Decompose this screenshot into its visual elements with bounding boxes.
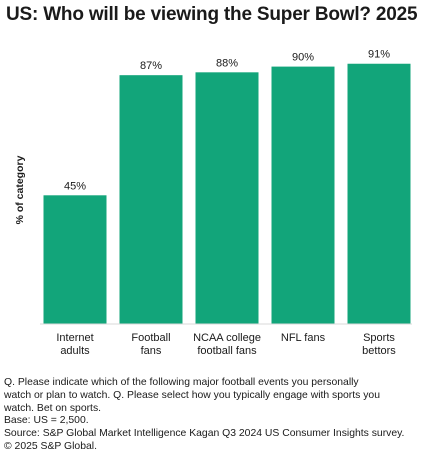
bar — [271, 66, 335, 324]
footnote-source: Source: S&P Global Market Intelligence K… — [4, 428, 405, 440]
bar-chart: % of category 45% Internet adults 87% Footba… — [14, 49, 412, 357]
footnote-line: Q. Please indicate which of the followin… — [4, 377, 359, 388]
category-label: NFL fans — [281, 332, 326, 344]
bar — [119, 75, 183, 325]
category-label: Sports bettors — [362, 332, 396, 357]
data-label: 91% — [368, 49, 390, 61]
bar — [43, 195, 107, 324]
footnote-base: Base: US = 2,500. — [4, 415, 89, 427]
data-label: 87% — [140, 60, 162, 72]
footnote-line: watch or plan to watch. Q. Please select… — [4, 389, 380, 401]
category-label: Football fans — [131, 332, 170, 357]
category-label: NCAA college football fans — [193, 332, 261, 357]
footnote-line: watch. Bet on sports. — [4, 402, 102, 414]
data-label: 90% — [292, 52, 314, 64]
bar — [347, 63, 411, 325]
category-label: Internet adults — [56, 332, 93, 357]
footnote-copyright: © 2025 S&P Global. — [4, 440, 97, 452]
data-label: 45% — [64, 180, 86, 192]
data-label: 88% — [216, 57, 238, 69]
y-axis-label: % of category — [14, 155, 26, 224]
chart-title: US: Who will be viewing the Super Bowl? … — [6, 4, 418, 25]
bar — [195, 72, 259, 324]
footnotes: Q. Please indicate which of the followin… — [4, 377, 422, 454]
